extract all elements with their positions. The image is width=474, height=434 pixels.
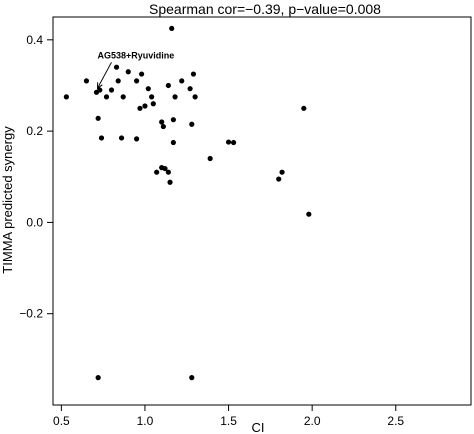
- data-point: [98, 135, 105, 141]
- data-point: [118, 135, 125, 141]
- data-point: [279, 169, 285, 175]
- data-point: [149, 94, 155, 100]
- data-point: [115, 78, 121, 84]
- data-point: [120, 94, 126, 100]
- data-point: [108, 87, 115, 93]
- data-point: [165, 169, 171, 175]
- data-point: [207, 155, 213, 162]
- annotation-arrow: [97, 62, 112, 89]
- data-point: [134, 78, 140, 84]
- data-point: [187, 86, 193, 92]
- y-tick-label: 0.4: [26, 33, 43, 47]
- data-point: [113, 64, 120, 70]
- x-tick-label: 1.0: [137, 414, 154, 428]
- data-point: [189, 121, 195, 127]
- data-point: [170, 139, 176, 146]
- y-tick-label: 0.2: [26, 124, 43, 138]
- data-point: [97, 87, 103, 93]
- data-point: [170, 117, 176, 123]
- annotation-label: AG538+Ryuvidine: [97, 50, 174, 60]
- data-point: [301, 105, 307, 111]
- data-point: [276, 176, 282, 182]
- data-point: [169, 25, 175, 32]
- data-point: [95, 375, 101, 381]
- data-point: [150, 101, 156, 107]
- data-point: [165, 82, 171, 89]
- data-point: [159, 119, 165, 125]
- x-tick-label: 0.5: [53, 414, 70, 428]
- data-point: [190, 71, 197, 77]
- data-point: [172, 94, 178, 100]
- data-point: [95, 115, 101, 121]
- data-point: [154, 169, 160, 175]
- data-point: [162, 165, 168, 172]
- data-point: [167, 179, 173, 185]
- annotation: AG538+Ryuvidine: [96, 50, 174, 90]
- data-point: [189, 375, 195, 381]
- y-axis: −0.2 0.0 0.2 0.4: [19, 33, 53, 321]
- data-point: [192, 94, 198, 100]
- data-point: [160, 123, 166, 130]
- data-point: [179, 78, 185, 84]
- annotation-arrowhead: [96, 82, 103, 90]
- data-point: [145, 86, 151, 92]
- x-tick-label: 2.5: [387, 414, 404, 428]
- x-tick-label: 1.5: [220, 414, 237, 428]
- data-points: [63, 25, 312, 381]
- x-axis-title: CI: [252, 420, 265, 434]
- data-point: [103, 94, 110, 100]
- data-point: [139, 71, 145, 77]
- data-point: [137, 105, 143, 111]
- x-axis: 0.5 1.0 1.5 2.0 2.5: [53, 405, 404, 428]
- y-tick-label: −0.2: [19, 307, 43, 321]
- data-point: [134, 136, 140, 142]
- data-point: [225, 139, 232, 145]
- data-point: [125, 69, 131, 75]
- data-point: [142, 103, 148, 109]
- y-tick-label: 0.0: [26, 215, 43, 229]
- data-point: [306, 211, 312, 217]
- data-point: [63, 94, 69, 100]
- data-point: [83, 78, 90, 84]
- plot-area-frame: [52, 16, 472, 406]
- x-tick-label: 2.0: [304, 414, 321, 428]
- y-axis-title: TIMMA predicted synergy: [0, 126, 15, 274]
- data-point: [230, 139, 237, 146]
- chart-title: Spearman cor=−0.39, p−value=0.008: [149, 1, 381, 17]
